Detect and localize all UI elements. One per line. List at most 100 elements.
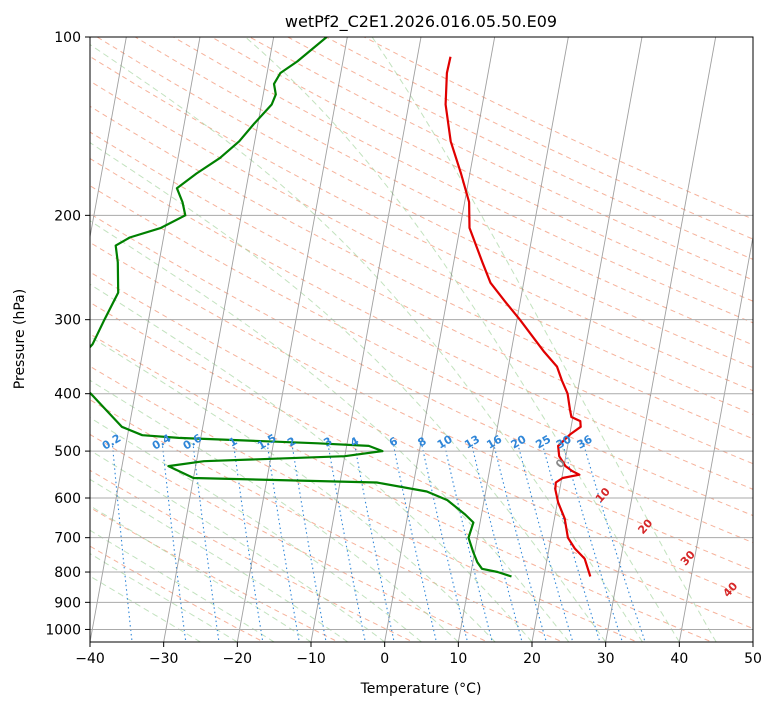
dry-adiabat-line — [90, 545, 265, 642]
isotherm-line — [90, 37, 201, 642]
mixing-ratio-line — [354, 445, 395, 642]
dry-adiabat-line — [90, 399, 564, 642]
dry-adiabat-line — [134, 37, 753, 346]
moist-adiabat-line — [90, 505, 312, 642]
x-tick-label: −10 — [296, 651, 326, 667]
moist-adiabat-line — [90, 417, 422, 642]
x-tick-label: 50 — [744, 651, 762, 667]
y-tick-label: 400 — [54, 387, 81, 403]
moist-adiabat-label: 10 — [593, 485, 613, 505]
dry-adiabat-line — [90, 333, 714, 642]
mixing-ratio-label: 10 — [435, 432, 455, 451]
moist-adiabat-line — [245, 37, 680, 642]
dry-adiabat-line — [96, 37, 753, 369]
plot-frame — [89, 36, 754, 643]
mixing-ratio-line — [327, 445, 366, 642]
moist-adiabat-label: 40 — [720, 579, 740, 599]
moist-adiabat-line — [90, 43, 643, 642]
x-tick-label: −20 — [223, 651, 253, 667]
dry-adiabat-line — [90, 131, 753, 465]
mixing-ratio-label: 25 — [533, 433, 553, 452]
dry-adiabat-line — [363, 37, 753, 220]
dry-adiabat-line — [90, 213, 753, 544]
isotherm-line — [531, 37, 643, 642]
pressure-gridlines — [90, 37, 753, 630]
mixing-ratio-label: 20 — [509, 432, 529, 451]
isotherm-line — [678, 234, 753, 642]
x-tick-label: 10 — [449, 651, 467, 667]
dry-adiabat-line — [90, 506, 340, 642]
x-tick-label: −30 — [149, 651, 179, 667]
y-tick-label: 300 — [54, 313, 81, 329]
dewpoint-line — [90, 37, 512, 578]
x-tick-label: 30 — [597, 651, 615, 667]
moist-adiabat-label: 30 — [678, 548, 698, 568]
y-tick-label: 500 — [54, 444, 81, 460]
mixing-ratio-label: 0.2 — [100, 432, 123, 453]
mixing-ratio-line — [444, 445, 493, 642]
isotherm-line — [384, 37, 496, 642]
dry-adiabat-line — [90, 241, 753, 571]
chart-title: wetPf2_C2E1.2026.016.05.50.E09 — [285, 12, 557, 32]
y-tick-label: 200 — [54, 208, 81, 224]
dry-adiabat-line — [90, 185, 753, 517]
mixing-ratio-label: 8 — [415, 435, 428, 450]
mixing-ratio-label: 13 — [462, 433, 482, 452]
y-tick-label: 700 — [54, 531, 81, 547]
x-tick-label: 20 — [523, 651, 541, 667]
mixing-ratio-line — [471, 445, 523, 642]
mixing-ratio-label: 36 — [575, 432, 595, 451]
mixing-ratio-line — [112, 445, 133, 642]
y-tick-label: 1000 — [45, 622, 81, 638]
dry-adiabat-line — [90, 433, 489, 642]
y-axis-label: Pressure (hPa) — [12, 289, 28, 389]
dry-adiabat-line — [211, 37, 753, 302]
mixing-ratio-line — [161, 445, 187, 642]
dry-adiabat-line — [90, 105, 753, 440]
mixing-ratio-line — [266, 445, 300, 642]
x-tick-label: −40 — [75, 651, 105, 667]
line-labels: 0.2 0.4 0.6 1 1.5 2 3 4 6 8 10 13 16 20 25 30 3601020304… — [100, 431, 741, 599]
dry-adiabat-line — [287, 37, 753, 260]
mixing-ratio-line — [421, 445, 469, 642]
dry-adiabat-line — [90, 157, 753, 490]
mixing-ratio-line — [583, 445, 646, 642]
isotherm-line — [236, 37, 348, 642]
moist-adiabat-line — [90, 553, 238, 642]
mixing-ratio-line — [192, 445, 220, 642]
isotherm-line — [605, 37, 717, 642]
y-tick-label: 800 — [54, 565, 81, 581]
dry-adiabat-line — [90, 80, 753, 415]
mixing-ratio-label: 1 — [227, 435, 240, 450]
y-tick-label: 600 — [54, 491, 81, 507]
x-tick-label: 0 — [380, 651, 389, 667]
y-axis-ticks: 100 200 300 400 500 600 700 800 900 1000 — [45, 30, 90, 638]
dry-adiabat-line — [90, 55, 753, 392]
mixing-ratio-label: 16 — [484, 432, 504, 451]
dry-adiabat-line — [90, 469, 415, 642]
moist-adiabat-line — [90, 283, 533, 642]
moist-adiabat-label: 20 — [635, 516, 655, 536]
background-lines — [90, 37, 753, 642]
x-axis-ticks: −40 −30 −20 −10 0 10 20 30 40 50 — [75, 642, 762, 667]
isotherm-line — [310, 37, 422, 642]
sounding-lines — [90, 37, 592, 578]
x-tick-label: 40 — [670, 651, 688, 667]
mixing-ratio-label: 6 — [387, 434, 400, 449]
isotherm-line — [752, 639, 753, 642]
dry-adiabat-line — [249, 37, 753, 281]
mixing-ratio-label: 4 — [348, 434, 361, 449]
moist-adiabat-line — [90, 142, 607, 642]
y-tick-label: 100 — [54, 30, 81, 46]
moist-adiabat-line — [90, 335, 496, 642]
moist-adiabat-line — [90, 449, 385, 642]
mixing-ratio-label: 0.4 — [150, 431, 174, 452]
mixing-ratio-line — [233, 445, 264, 642]
moist-adiabat-line — [90, 220, 570, 642]
moist-adiabat-line — [371, 37, 717, 642]
mixing-ratio-line — [493, 445, 547, 642]
mixing-ratio-line — [291, 445, 327, 642]
isotherm-line — [457, 37, 569, 642]
moist-adiabat-line — [90, 529, 275, 642]
